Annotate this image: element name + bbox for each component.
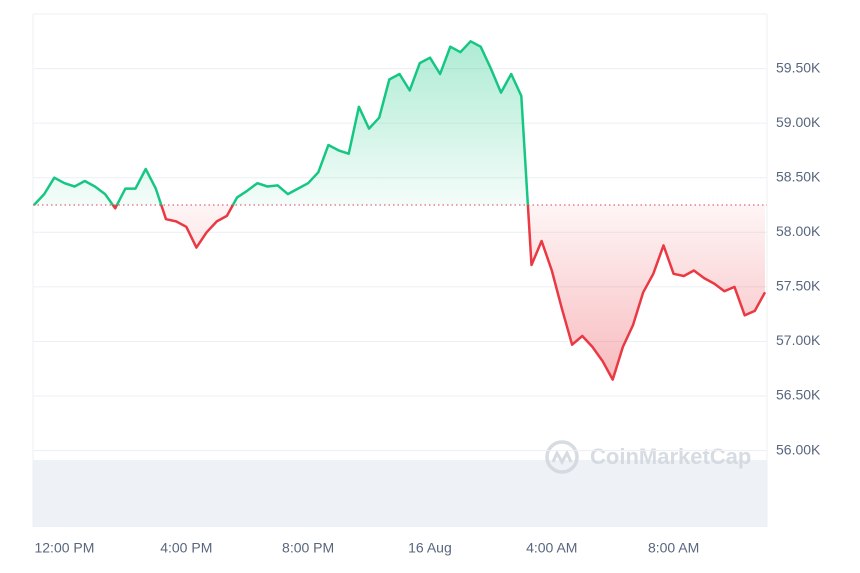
- y-tick-label: 58.50K: [776, 168, 821, 184]
- y-tick-label: 59.50K: [776, 59, 821, 75]
- x-tick-label: 8:00 AM: [648, 540, 699, 556]
- price-line: [33, 40, 767, 381]
- x-tick-label: 8:00 PM: [282, 540, 334, 556]
- x-tick-label: 12:00 PM: [34, 540, 94, 556]
- y-tick-label: 57.50K: [776, 278, 821, 294]
- volume-area: [33, 460, 767, 527]
- y-tick-label: 56.00K: [776, 441, 821, 457]
- x-tick-label: 4:00 PM: [160, 540, 212, 556]
- y-tick-label: 57.00K: [776, 332, 821, 348]
- watermark-text: CoinMarketCap: [590, 444, 751, 469]
- area: [34, 41, 765, 380]
- y-tick-label: 59.00K: [776, 114, 821, 130]
- x-tick-label: 4:00 AM: [526, 540, 577, 556]
- y-tick-label: 58.00K: [776, 223, 821, 239]
- y-tick-label: 56.50K: [776, 387, 821, 403]
- x-tick-label: 16 Aug: [408, 540, 452, 556]
- watermark: CoinMarketCap: [545, 440, 751, 474]
